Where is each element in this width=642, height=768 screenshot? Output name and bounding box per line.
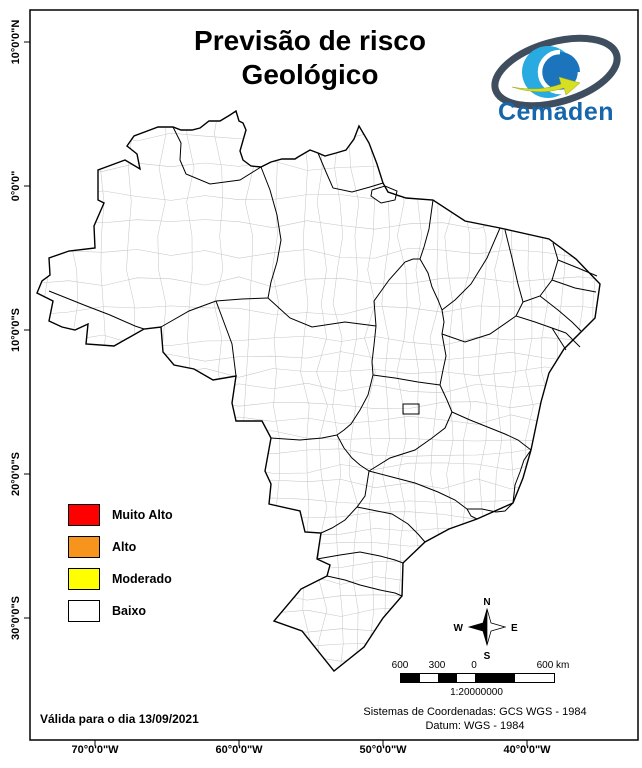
brazil-landmass bbox=[37, 111, 600, 671]
compass-s-label: S bbox=[484, 651, 491, 662]
lon-label-70w: 70°0'0"W bbox=[71, 744, 119, 756]
page-title-line1: Previsão de risco bbox=[194, 25, 426, 56]
scale-label-0: 0 bbox=[471, 660, 477, 671]
scale-label-600-right: 600 km bbox=[536, 660, 570, 671]
axis-ticks bbox=[24, 41, 528, 746]
map-frame bbox=[29, 9, 639, 741]
lat-label-10n: 10°0'0"N bbox=[10, 19, 22, 65]
compass-w-label: W bbox=[454, 623, 464, 634]
compass-e-label: E bbox=[511, 623, 518, 634]
legend-item-baixo: Baixo bbox=[68, 595, 173, 627]
legend-label-moderado: Moderado bbox=[112, 572, 172, 586]
lat-label-20s: 20°0'0"S bbox=[10, 451, 22, 497]
legend: Muito Alto Alto Moderado Baixo bbox=[68, 499, 173, 627]
legend-item-moderado: Moderado bbox=[68, 563, 173, 595]
crs-line2: Datum: WGS - 1984 bbox=[425, 720, 525, 732]
legend-swatch-baixo bbox=[68, 600, 100, 622]
cemaden-logo-icon bbox=[491, 34, 621, 110]
country-outline bbox=[36, 109, 601, 672]
legend-label-baixo: Baixo bbox=[112, 604, 147, 618]
lat-label-30s: 30°0'0"S bbox=[10, 595, 22, 641]
state-boundaries bbox=[48, 126, 598, 597]
cemaden-wordmark: Cemaden bbox=[498, 98, 614, 126]
compass-n-label: N bbox=[483, 597, 490, 608]
legend-item-muito-alto: Muito Alto bbox=[68, 499, 173, 531]
legend-label-muito-alto: Muito Alto bbox=[112, 508, 173, 522]
scale-label-600-left: 600 bbox=[391, 660, 409, 671]
lat-label-0: 0°0'0" bbox=[10, 170, 22, 202]
scale-bar-segments bbox=[400, 673, 555, 683]
legend-item-alto: Alto bbox=[68, 531, 173, 563]
legend-swatch-muito-alto bbox=[68, 504, 100, 526]
crs-line1: Sistemas de Coordenadas: GCS WGS - 1984 bbox=[363, 706, 587, 718]
page-title-line2: Geológico bbox=[241, 59, 379, 90]
compass-star-highlight bbox=[486, 608, 507, 646]
lon-label-40w: 40°0'0"W bbox=[503, 744, 551, 756]
compass-rose: N S E W bbox=[454, 597, 518, 662]
cemaden-logo: Cemaden bbox=[491, 34, 621, 126]
legend-swatch-moderado bbox=[68, 568, 100, 590]
lon-label-60w: 60°0'0"W bbox=[215, 744, 263, 756]
distrito-federal-outline bbox=[402, 403, 420, 415]
scale-bar: 600 300 0 600 km 1:20000000 bbox=[392, 660, 570, 702]
validity-note: Válida para o dia 13/09/2021 bbox=[40, 712, 199, 726]
lat-label-10s: 10°0'0"S bbox=[10, 307, 22, 353]
lon-label-50w: 50°0'0"W bbox=[359, 744, 407, 756]
legend-label-alto: Alto bbox=[112, 540, 137, 554]
scale-label-300: 300 bbox=[428, 660, 446, 671]
coordinate-system-note: Sistemas de Coordenadas: GCS WGS - 1984 … bbox=[330, 705, 620, 733]
scale-ratio: 1:20000000 bbox=[450, 687, 503, 698]
legend-swatch-alto bbox=[68, 536, 100, 558]
page-title: Previsão de risco Geológico bbox=[115, 24, 505, 92]
